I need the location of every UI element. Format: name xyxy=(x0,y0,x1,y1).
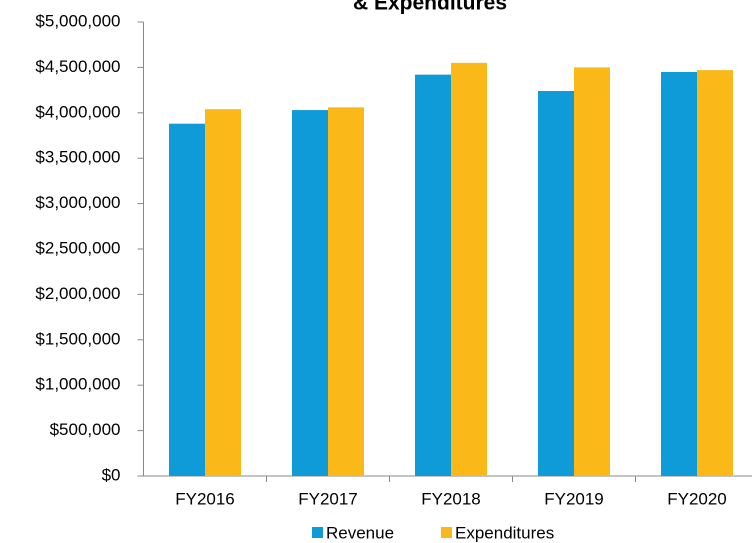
bar xyxy=(205,109,241,476)
y-tick-label: $0 xyxy=(102,465,121,484)
bar xyxy=(292,110,328,477)
bar xyxy=(538,91,574,477)
bar xyxy=(661,71,697,476)
y-tick-label: $5,000,000 xyxy=(35,11,120,30)
bar xyxy=(451,62,487,477)
x-tick-label: FY2020 xyxy=(667,489,727,508)
bar xyxy=(415,74,451,476)
y-tick-label: $4,000,000 xyxy=(35,102,120,121)
legend-swatch xyxy=(441,527,452,538)
y-tick-label: $500,000 xyxy=(50,420,121,439)
y-tick-label: $2,000,000 xyxy=(35,284,120,303)
chart-title: & Expenditures xyxy=(353,0,507,15)
y-tick-label: $3,500,000 xyxy=(35,148,120,167)
bar xyxy=(697,70,733,477)
y-tick-label: $1,500,000 xyxy=(35,329,120,348)
legend-swatch xyxy=(312,527,323,538)
y-tick-label: $2,500,000 xyxy=(35,238,120,257)
y-tick-label: $1,000,000 xyxy=(35,375,120,394)
bar xyxy=(169,123,205,477)
y-tick-label: $3,000,000 xyxy=(35,193,120,212)
legend-label: Expenditures xyxy=(455,523,554,542)
bar xyxy=(574,67,610,477)
x-tick-label: FY2016 xyxy=(175,489,235,508)
legend-label: Revenue xyxy=(326,523,394,542)
x-tick-label: FY2019 xyxy=(544,489,604,508)
x-tick-label: FY2018 xyxy=(421,489,481,508)
bar xyxy=(328,107,364,477)
y-tick-label: $4,500,000 xyxy=(35,57,120,76)
x-tick-label: FY2017 xyxy=(298,489,358,508)
